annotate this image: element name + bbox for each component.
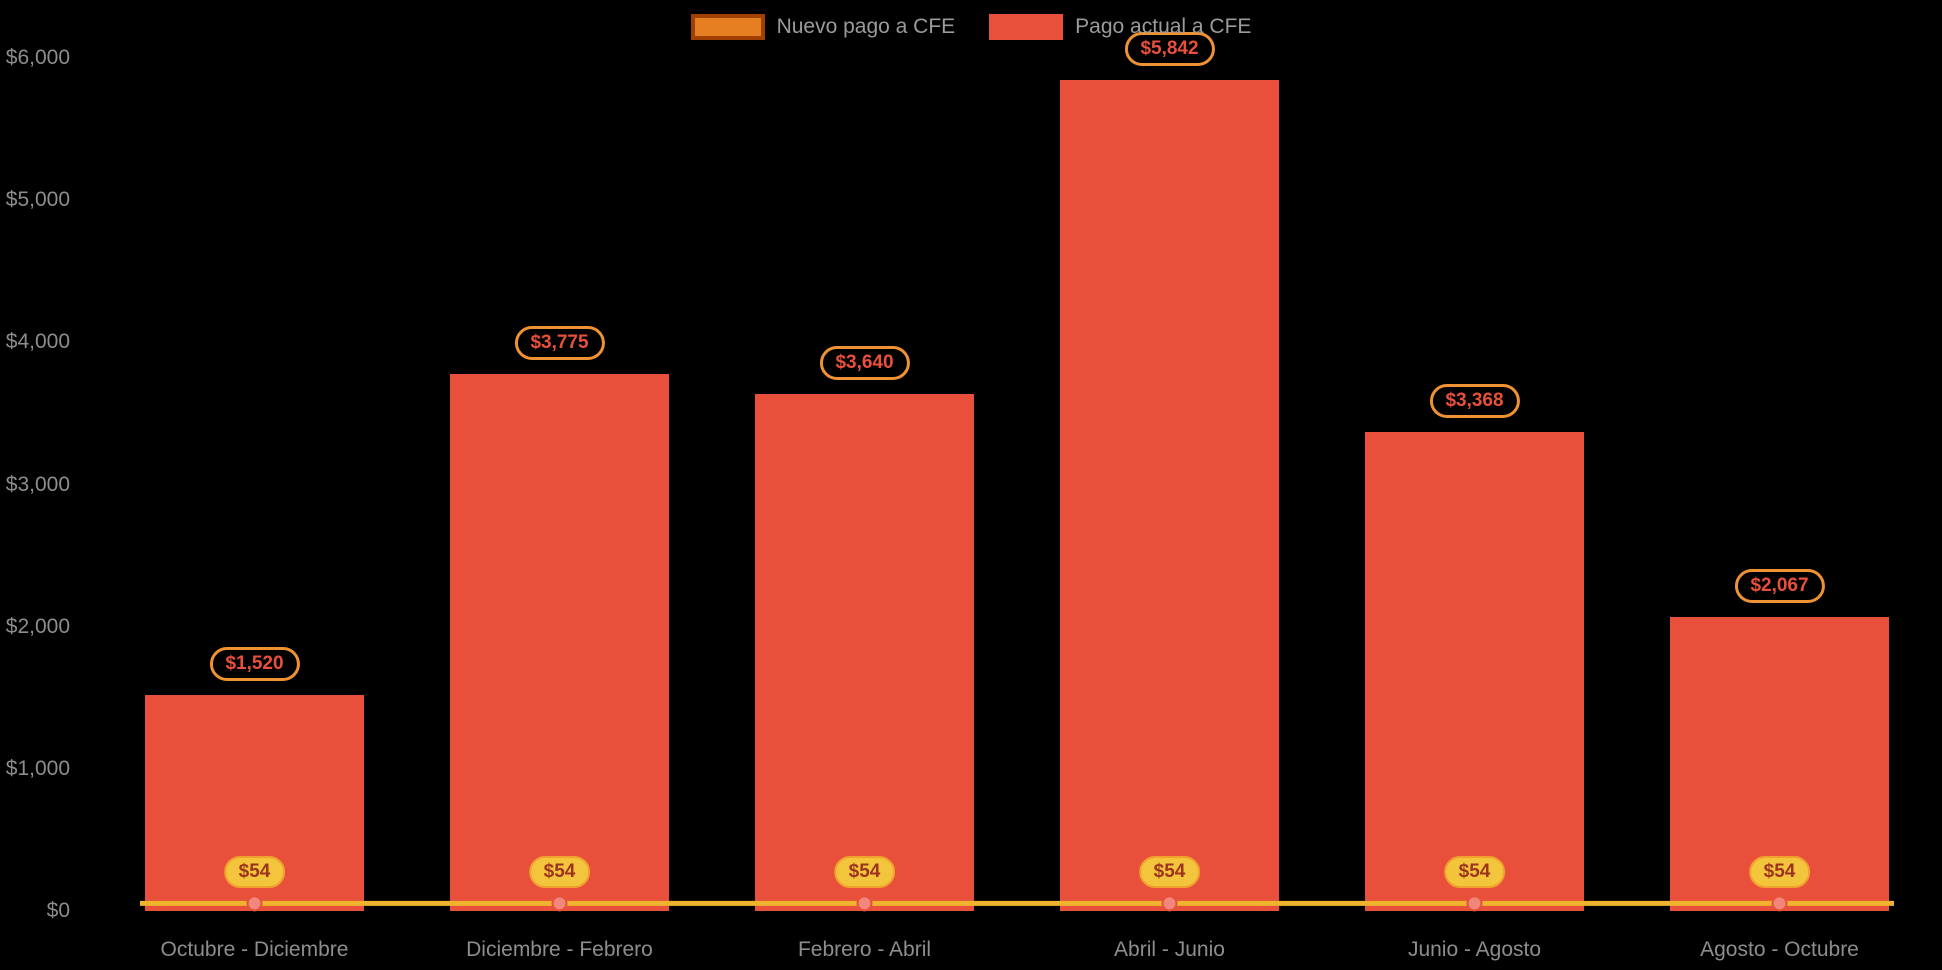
legend-swatch xyxy=(989,14,1064,40)
line-value-label: $54 xyxy=(528,856,591,889)
y-axis-tick: $2,000 xyxy=(5,614,70,638)
legend-swatch xyxy=(690,14,765,40)
bar-value-label: $3,368 xyxy=(1429,384,1520,419)
x-axis-label: Junio - Agosto xyxy=(1407,938,1542,961)
y-axis-tick: $3,000 xyxy=(5,472,70,496)
bar-pago-actual[interactable] xyxy=(755,393,974,911)
y-axis-tick: $0 xyxy=(46,899,70,922)
bar-value-label: $3,640 xyxy=(819,345,910,380)
line-value-label: $54 xyxy=(223,856,286,889)
y-axis-tick: $4,000 xyxy=(5,330,70,354)
legend-item-nuevo-pago[interactable]: Nuevo pago a CFE xyxy=(690,14,956,40)
legend-item-pago-actual[interactable]: Pago actual a CFE xyxy=(989,14,1251,40)
bar-value-label: $5,842 xyxy=(1124,32,1215,67)
y-axis-tick: $1,000 xyxy=(5,756,70,780)
x-axis-label: Abril - Junio xyxy=(1114,938,1225,961)
bar-value-label: $1,520 xyxy=(209,646,300,681)
line-value-label: $54 xyxy=(833,856,896,889)
legend-label: Nuevo pago a CFE xyxy=(776,15,956,38)
x-axis-label: Diciembre - Febrero xyxy=(466,938,653,961)
bar-pago-actual[interactable] xyxy=(450,374,669,911)
bar-pago-actual[interactable] xyxy=(1060,80,1279,911)
chart-legend: Nuevo pago a CFE Pago actual a CFE xyxy=(0,14,1942,40)
y-axis-tick: $5,000 xyxy=(5,188,70,212)
line-value-label: $54 xyxy=(1748,856,1811,889)
bar-pago-actual[interactable] xyxy=(1365,432,1584,911)
line-value-label: $54 xyxy=(1443,856,1506,889)
x-axis-label: Octubre - Diciembre xyxy=(160,938,349,961)
y-axis-tick: $6,000 xyxy=(5,46,70,69)
legend-label: Pago actual a CFE xyxy=(1075,15,1252,38)
x-axis-label: Febrero - Abril xyxy=(797,938,932,961)
line-value-label: $54 xyxy=(1138,856,1201,889)
bar-value-label: $2,067 xyxy=(1734,569,1825,604)
bar-value-label: $3,775 xyxy=(514,326,605,361)
x-axis-label: Agosto - Octubre xyxy=(1700,938,1859,961)
